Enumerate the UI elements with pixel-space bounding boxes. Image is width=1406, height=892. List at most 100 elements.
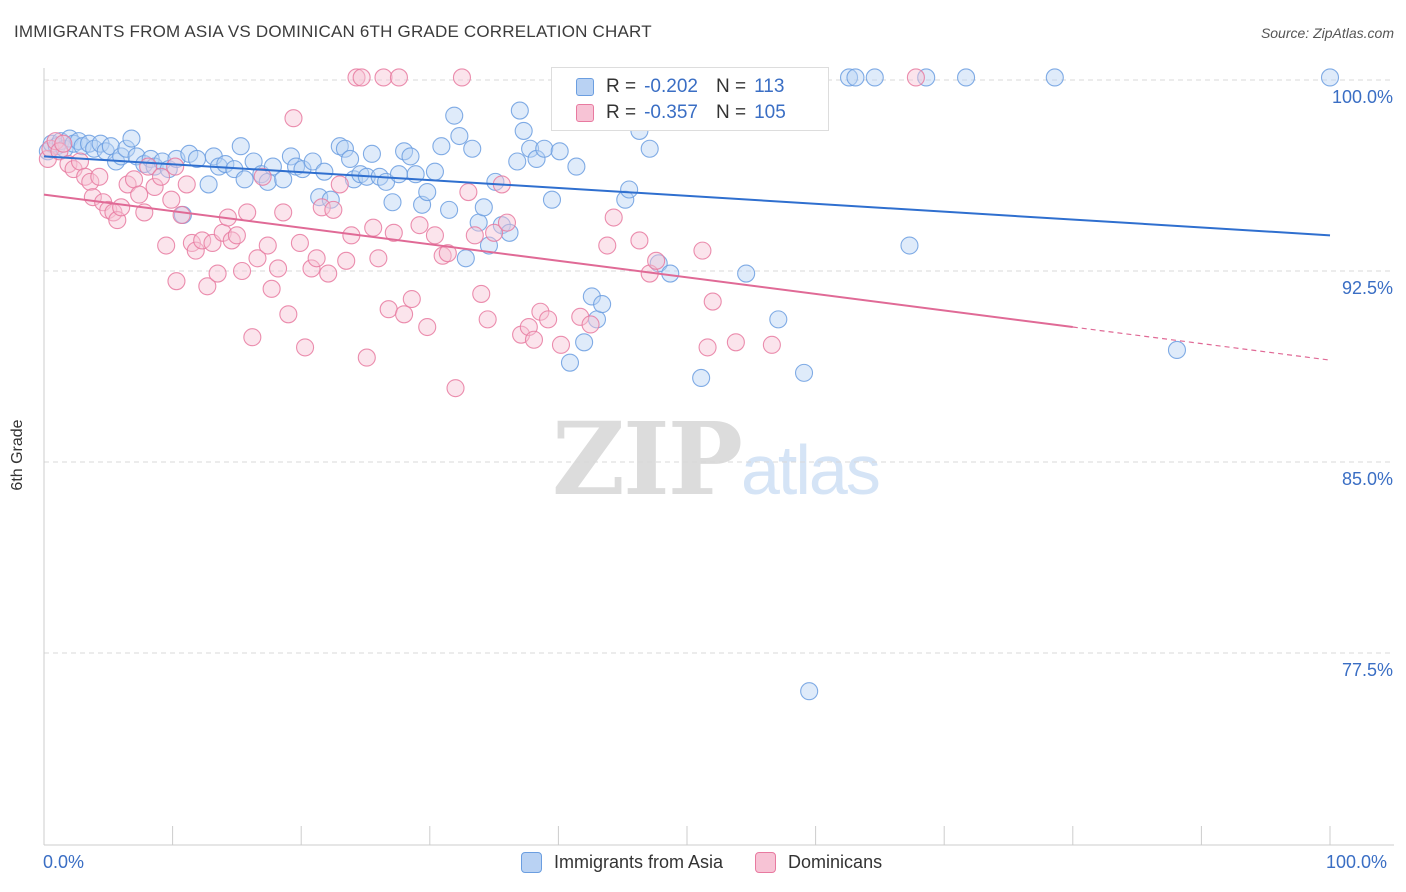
data-point [347, 68, 366, 87]
data-point [341, 149, 360, 168]
data-point [456, 249, 475, 268]
data-point [531, 302, 550, 321]
data-point [157, 236, 176, 255]
data-point [794, 363, 814, 382]
data-point [630, 231, 649, 250]
data-point [535, 139, 554, 158]
data-point [253, 167, 272, 186]
data-point [117, 139, 136, 158]
data-point [238, 203, 257, 222]
data-point [54, 134, 73, 153]
data-point [243, 328, 262, 347]
legend-row-dominicans: R = -0.357 N = 105 [576, 100, 786, 126]
data-point [401, 147, 420, 166]
data-point [324, 200, 343, 219]
data-point [81, 172, 100, 191]
trend-lines [43, 155, 1331, 361]
data-point [418, 317, 437, 337]
watermark-zip: ZIP [552, 400, 743, 518]
data-point [459, 183, 478, 202]
data-point [446, 379, 465, 398]
x-tick-label-min: 0.0% [43, 852, 85, 872]
swatch-blue [576, 78, 594, 96]
data-point [198, 277, 217, 296]
data-point [395, 305, 414, 324]
data-point [432, 137, 451, 156]
swatch-pink [576, 104, 594, 122]
data-point [474, 198, 493, 217]
data-point [527, 149, 546, 168]
trend-line [43, 155, 1331, 237]
data-point [364, 218, 383, 237]
data-point [274, 170, 293, 189]
data-point [649, 254, 668, 273]
series-dominicans [38, 68, 925, 398]
data-point [900, 236, 919, 255]
data-point [508, 152, 527, 171]
data-point [330, 137, 349, 156]
data-point [478, 310, 497, 329]
n-label: N = [715, 102, 747, 123]
data-point [800, 682, 819, 701]
y-tick-labels: 100.0% 92.5% 85.0% 77.5% [1332, 87, 1393, 680]
data-point [452, 68, 472, 87]
data-point [410, 216, 429, 235]
trend-line [43, 193, 1073, 329]
data-point [726, 333, 745, 352]
data-point [693, 241, 712, 260]
r-label: R = [606, 76, 637, 97]
data-point [384, 223, 403, 242]
data-point [762, 335, 781, 354]
data-point [575, 333, 594, 352]
data-point [389, 68, 408, 87]
watermark: ZIPatlas [552, 400, 881, 518]
data-point [514, 121, 533, 140]
data-point [127, 147, 146, 166]
data-point [362, 144, 381, 163]
data-point [302, 259, 321, 278]
data-point [698, 338, 717, 357]
data-point [369, 249, 388, 268]
data-point [492, 216, 511, 235]
data-point [312, 198, 331, 217]
legend-item-dominicans[interactable]: Dominicans [755, 852, 882, 873]
data-point [303, 152, 322, 171]
data-point [124, 170, 144, 189]
data-point [450, 126, 469, 146]
series-immigrants-from-asia [38, 68, 1340, 701]
data-point [640, 139, 659, 158]
data-point [425, 226, 444, 245]
data-point [383, 193, 402, 212]
data-point [542, 190, 562, 209]
data-point [1167, 340, 1187, 359]
data-point [227, 226, 246, 245]
chart-title: IMMIGRANTS FROM ASIA VS DOMINICAN 6TH GR… [14, 22, 652, 41]
data-point [177, 175, 196, 194]
data-point [737, 264, 756, 283]
data-point [167, 272, 186, 291]
data-point [235, 170, 254, 189]
y-tick-label: 85.0% [1342, 469, 1393, 489]
axes [43, 68, 1394, 846]
data-point [172, 205, 191, 225]
data-point [248, 249, 267, 268]
data-point [433, 246, 452, 265]
data-point [463, 139, 482, 158]
x-tick-label-max: 100.0% [1326, 852, 1388, 872]
y-tick-label: 77.5% [1342, 660, 1393, 680]
data-point [524, 330, 544, 349]
data-point [598, 236, 617, 255]
data-point [231, 137, 250, 156]
data-point [330, 175, 349, 194]
data-point [917, 68, 936, 87]
legend-item-asia[interactable]: Immigrants from Asia [521, 852, 723, 873]
n-value: 113 [754, 76, 785, 97]
data-point [425, 162, 444, 181]
data-point [258, 236, 277, 255]
legend-swatch-pink [755, 852, 777, 873]
data-point [418, 183, 437, 202]
data-point [485, 223, 504, 242]
data-point [521, 139, 540, 158]
legend-label: Immigrants from Asia [554, 852, 724, 872]
legend-row-asia: R = -0.202 N = 113 [576, 74, 784, 100]
